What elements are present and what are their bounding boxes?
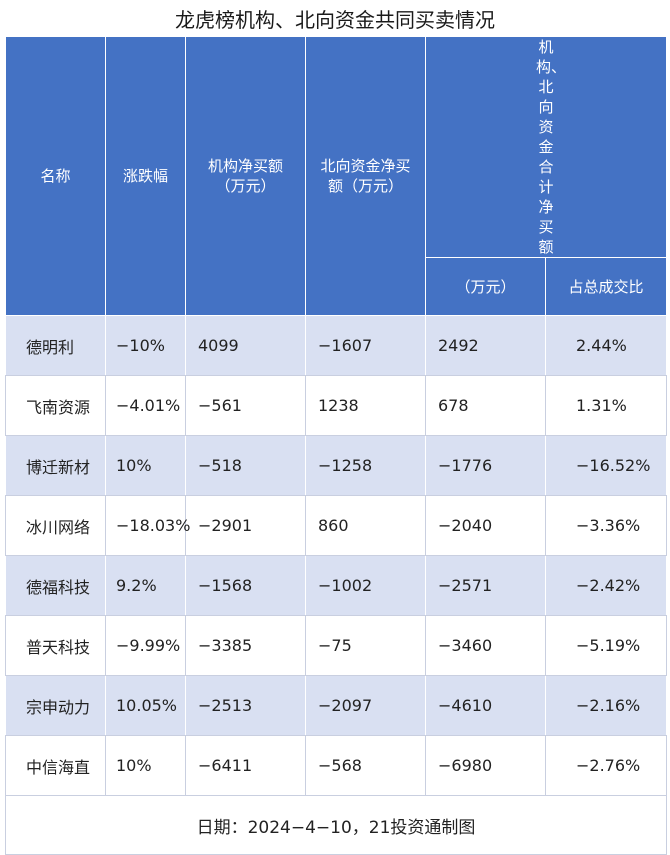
header-inst: 机构净买额（万元）: [185, 36, 306, 316]
cell-change: 10%: [105, 435, 186, 496]
cell-change: 10%: [105, 735, 186, 796]
cell-inst: −2901: [185, 495, 306, 556]
cell-north: −1607: [305, 315, 426, 376]
cell-name: 飞南资源: [5, 375, 106, 436]
cell-north: 1238: [305, 375, 426, 436]
cell-ratio: 2.44%: [544, 315, 668, 376]
table-row: 冰川网络 −18.03% −2901 860 −2040 −3.36%: [5, 495, 668, 556]
cell-combined: −6980: [425, 735, 546, 796]
table-row: 飞南资源 −4.01% −561 1238 678 1.31%: [5, 375, 668, 436]
header-ratio: 占总成交比: [544, 257, 668, 316]
cell-inst: 4099: [185, 315, 306, 376]
table-row: 中信海直 10% −6411 −568 −6980 −2.76%: [5, 735, 668, 796]
cell-combined: −2040: [425, 495, 546, 556]
cell-change: −4.01%: [105, 375, 186, 436]
cell-name: 冰川网络: [5, 495, 106, 556]
cell-combined: −4610: [425, 675, 546, 736]
cell-north: −1258: [305, 435, 426, 496]
table-body: 德明利 −10% 4099 −1607 2492 2.44% 飞南资源 −4.01% −561 1…: [5, 315, 668, 796]
cell-ratio: 1.31%: [544, 375, 668, 436]
cell-north: −568: [305, 735, 426, 796]
cell-inst: −3385: [185, 615, 306, 676]
cell-combined: −1776: [425, 435, 546, 496]
cell-north: 860: [305, 495, 426, 556]
data-table: 名称 涨跌幅 机构净买额（万元） 北向资金净买额（万元） 机构、北向资金合计净买…: [4, 36, 668, 855]
cell-inst: −518: [185, 435, 306, 496]
cell-name: 宗申动力: [5, 675, 106, 736]
cell-inst: −1568: [185, 555, 306, 616]
cell-combined: −2571: [425, 555, 546, 616]
cell-ratio: −16.52%: [544, 435, 668, 496]
table-row: 宗申动力 10.05% −2513 −2097 −4610 −2.16%: [5, 675, 668, 736]
cell-north: −1002: [305, 555, 426, 616]
cell-north: −2097: [305, 675, 426, 736]
table-row: 普天科技 −9.99% −3385 −75 −3460 −5.19%: [5, 615, 668, 676]
cell-ratio: −2.16%: [544, 675, 668, 736]
cell-name: 中信海直: [5, 735, 106, 796]
header-north: 北向资金净买额（万元）: [305, 36, 426, 316]
cell-change: 9.2%: [105, 555, 186, 616]
cell-combined: 678: [425, 375, 546, 436]
cell-name: 德福科技: [5, 555, 106, 616]
cell-ratio: −2.76%: [544, 735, 668, 796]
cell-inst: −2513: [185, 675, 306, 736]
header-change: 涨跌幅: [105, 36, 186, 316]
cell-change: 10.05%: [105, 675, 186, 736]
header-combined: 机构、北向资金合计净买额: [424, 36, 668, 258]
cell-name: 博迁新材: [5, 435, 106, 496]
header-combined-unit: （万元）: [425, 257, 546, 316]
cell-combined: 2492: [425, 315, 546, 376]
cell-change: −18.03%: [105, 495, 190, 556]
cell-ratio: −2.42%: [544, 555, 668, 616]
page-title: 龙虎榜机构、北向资金共同买卖情况: [175, 8, 495, 32]
table-row: 博迁新材 10% −518 −1258 −1776 −16.52%: [5, 435, 668, 496]
header-name: 名称: [5, 36, 106, 316]
cell-combined: −3460: [425, 615, 546, 676]
cell-change: −10%: [105, 315, 186, 376]
cell-ratio: −5.19%: [544, 615, 668, 676]
cell-name: 普天科技: [5, 615, 106, 676]
cell-ratio: −3.36%: [544, 495, 668, 556]
footer-note: 日期：2024−4−10，21投资通制图: [4, 795, 668, 855]
table-row: 德明利 −10% 4099 −1607 2492 2.44%: [5, 315, 668, 376]
table-row: 德福科技 9.2% −1568 −1002 −2571 −2.42%: [5, 555, 668, 616]
cell-north: −75: [305, 615, 426, 676]
cell-inst: −561: [185, 375, 306, 436]
cell-inst: −6411: [185, 735, 306, 796]
cell-change: −9.99%: [105, 615, 186, 676]
table-header: 名称 涨跌幅 机构净买额（万元） 北向资金净买额（万元） 机构、北向资金合计净买…: [5, 36, 668, 316]
cell-name: 德明利: [5, 315, 106, 376]
